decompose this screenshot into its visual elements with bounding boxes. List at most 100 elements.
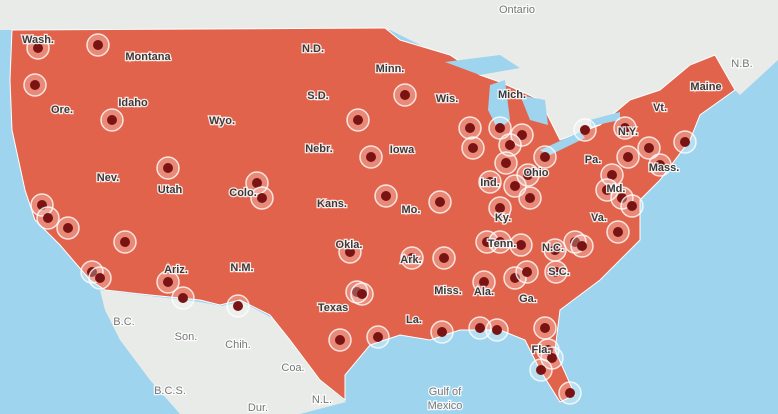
- site-marker: [613, 227, 623, 237]
- map-label: Mo.: [402, 204, 421, 216]
- map-label: Minn.: [376, 63, 405, 75]
- site-marker: [345, 247, 355, 257]
- site-marker: [475, 323, 485, 333]
- map-label: B.C.: [113, 316, 134, 328]
- coverage-area: [9, 27, 736, 403]
- map-label: Mich.: [498, 89, 526, 101]
- site-marker: [523, 170, 533, 180]
- map-label: N.B.: [731, 58, 752, 70]
- site-marker: [33, 43, 43, 53]
- site-marker: [357, 289, 367, 299]
- map-label: Ark.: [400, 254, 421, 266]
- map-label: Nebr.: [305, 143, 333, 155]
- site-marker: [366, 152, 376, 162]
- map-label: N.M.: [230, 262, 253, 274]
- site-marker: [536, 365, 546, 375]
- map-label: Ontario: [499, 4, 535, 16]
- site-marker: [550, 245, 560, 255]
- map-label: Kans.: [317, 198, 347, 210]
- site-marker: [620, 123, 630, 133]
- map-label: Ind.: [480, 177, 500, 189]
- map-label: Ohio: [523, 167, 548, 179]
- map-label: N.D.: [302, 43, 324, 55]
- site-marker: [400, 90, 410, 100]
- site-marker: [602, 185, 612, 195]
- map-label: B.C.S.: [154, 385, 186, 397]
- map-label: Idaho: [118, 97, 148, 109]
- map-label: Montana: [125, 51, 171, 63]
- map-label: Ariz.: [164, 264, 188, 276]
- map-label: Son.: [175, 331, 198, 343]
- site-marker: [617, 193, 627, 203]
- map-label: Ky.: [495, 212, 511, 224]
- site-marker: [178, 293, 188, 303]
- map-label: Nev.: [97, 172, 119, 184]
- site-marker: [353, 115, 363, 125]
- site-marker: [435, 197, 445, 207]
- site-marker: [623, 152, 633, 162]
- map-label: N.Y.: [618, 126, 638, 138]
- site-marker: [551, 267, 561, 277]
- site-marker: [510, 181, 520, 191]
- site-marker: [43, 213, 53, 223]
- site-marker: [163, 277, 173, 287]
- site-marker: [655, 160, 665, 170]
- site-marker: [63, 223, 73, 233]
- site-marker: [495, 237, 505, 247]
- map-label: Mexico: [428, 400, 463, 412]
- site-marker: [381, 191, 391, 201]
- site-marker: [485, 177, 495, 187]
- site-marker: [522, 267, 532, 277]
- map-label: La.: [406, 314, 422, 326]
- site-marker: [501, 158, 511, 168]
- map-label: Wis.: [436, 93, 459, 105]
- site-marker: [505, 140, 515, 150]
- map-label: Fla.: [532, 344, 551, 356]
- site-marker: [163, 163, 173, 173]
- site-marker: [439, 253, 449, 263]
- site-marker: [233, 301, 243, 311]
- map-label: Wash.: [22, 34, 54, 46]
- map-label: Coa.: [281, 362, 304, 374]
- map-label: Iowa: [390, 144, 415, 156]
- site-marker: [516, 240, 526, 250]
- map-label: N.C.: [542, 242, 564, 254]
- map-label: Mass.: [649, 162, 680, 174]
- map-label: Gulf of: [429, 386, 462, 398]
- map-label: Ala.: [474, 286, 494, 298]
- map-label: Ga.: [519, 293, 537, 305]
- map-label: Md.: [607, 183, 626, 195]
- map-label: Dur.: [248, 402, 268, 414]
- map-label: Colo.: [229, 187, 257, 199]
- site-marker: [547, 353, 557, 363]
- site-marker: [627, 201, 637, 211]
- map-label: Va.: [591, 212, 607, 224]
- site-marker: [495, 123, 505, 133]
- map-label: Utah: [158, 184, 183, 196]
- site-marker: [644, 143, 654, 153]
- site-marker: [540, 323, 550, 333]
- site-marker: [465, 123, 475, 133]
- site-marker: [335, 335, 345, 345]
- mexico: [100, 290, 346, 414]
- site-marker: [107, 115, 117, 125]
- site-marker: [257, 193, 267, 203]
- site-marker: [525, 193, 535, 203]
- site-marker: [95, 273, 105, 283]
- map-label: Texas: [318, 302, 348, 314]
- site-marker: [252, 178, 262, 188]
- map-label: Chih.: [225, 339, 251, 351]
- site-marker: [680, 137, 690, 147]
- site-marker: [30, 80, 40, 90]
- map-label: Maine: [690, 81, 721, 93]
- map-label: Vt.: [653, 102, 667, 114]
- site-marker: [468, 143, 478, 153]
- map-label: Pa.: [585, 154, 602, 166]
- canada: [0, 0, 778, 150]
- map-label: Miss.: [434, 285, 462, 297]
- map-label: Ore.: [51, 104, 73, 116]
- site-marker: [510, 273, 520, 283]
- site-marker: [495, 203, 505, 213]
- site-marker: [373, 332, 383, 342]
